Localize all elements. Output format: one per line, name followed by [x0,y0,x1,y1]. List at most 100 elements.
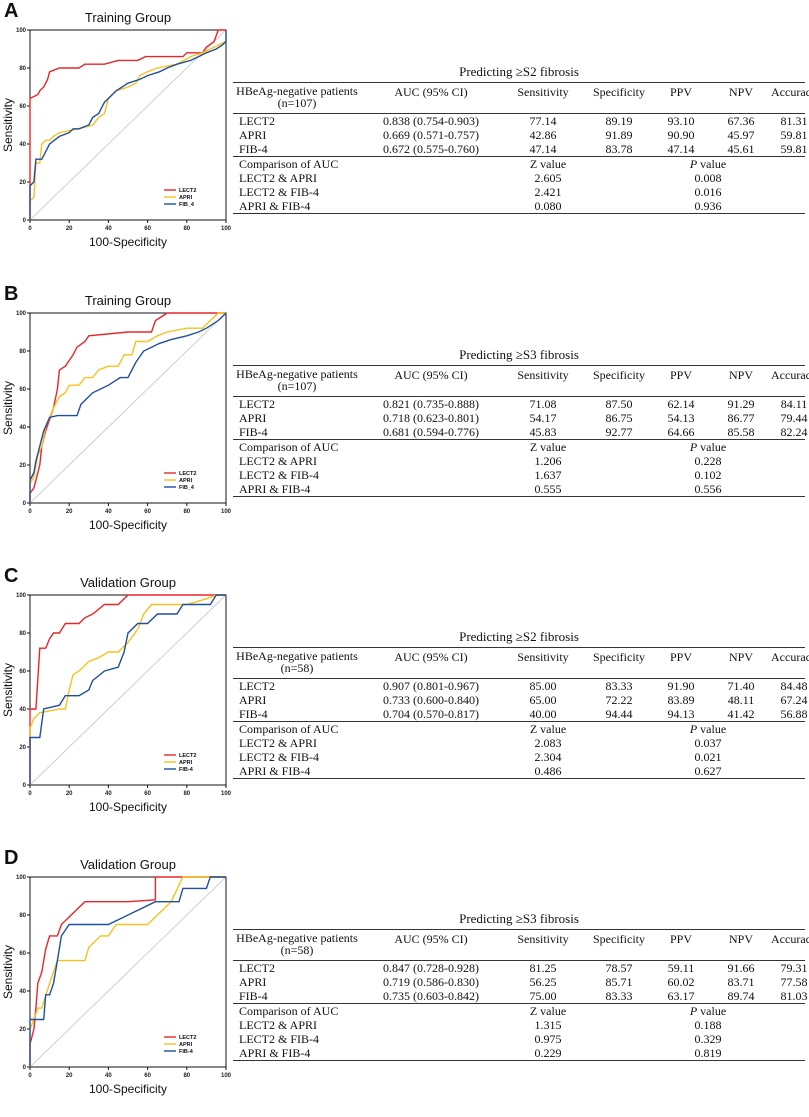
header-auc: AUC (95% CI) [394,368,468,382]
row-ppv: 59.11 [667,961,695,975]
row-sensitivity: 71.08 [529,397,557,411]
stats-table: Predicting ≥S3 fibrosis HBeAg-negative p… [233,909,809,1061]
reference-diagonal [29,312,227,504]
comparison-row: LECT2 & APRI 1.315 0.188 [233,1018,805,1032]
header-sensitivity: Sensitivity [517,932,569,946]
row-ppv: 47.14 [667,142,695,156]
comparison-pair: APRI & FIB-4 [239,199,311,213]
roc-curve-fib4 [29,30,227,220]
row-npv: 48.11 [727,693,755,707]
header-accuracy: Accuracy [771,368,809,382]
comparison-z: 1.206 [534,454,562,468]
row-sensitivity: 42.86 [529,128,557,142]
y-tick-label: 20 [19,463,26,469]
row-sensitivity: 47.14 [529,142,557,156]
comparison-z: 0.555 [534,482,562,496]
comparison-pair: LECT2 & APRI [239,736,318,750]
stats-table: Predicting ≥S3 fibrosis HBeAg-negative p… [233,345,809,497]
comparison-header-row: Comparison of AUC Z value P value [233,721,805,736]
x-tick-label: 20 [66,791,73,797]
comparison-z: 2.421 [534,185,562,199]
roc-curve-lect2 [29,594,226,785]
comparison-row: LECT2 & FIB-4 0.975 0.329 [233,1032,805,1046]
table-header-row: HBeAg-negative patients (n=58) AUC (95% C… [233,930,809,961]
z-header: Z value [529,722,567,736]
roc-curve-fib4 [29,876,226,1067]
x-tick-label: 60 [144,1073,151,1079]
comparison-label: Comparison of AUC [239,157,339,171]
row-specificity: 92.77 [605,425,633,439]
row-npv: 83.71 [727,975,755,989]
row-accuracy: 56.88 [780,707,808,721]
comparison-pair: LECT2 & APRI [239,171,318,185]
y-axis-label: Sensitivity [1,98,15,152]
table-caption: Predicting ≥S2 fibrosis [233,627,805,648]
row-auc: 0.672 (0.575-0.760) [383,142,479,156]
roc-curve-fib4 [29,594,226,785]
legend-label: FIB_4 [179,202,195,208]
header-n: (n=107) [277,96,317,110]
x-tick-label: 40 [105,226,112,232]
y-tick-label: 60 [19,669,26,675]
comparison-p: 0.021 [694,750,722,764]
z-header: Z value [529,440,567,454]
row-sensitivity: 75.00 [529,989,557,1003]
row-auc: 0.704 (0.570-0.817) [383,707,479,721]
row-npv: 71.40 [727,679,755,693]
row-accuracy: 59.81 [780,128,808,142]
comparison-row: LECT2 & APRI 2.083 0.037 [233,736,805,750]
figure-panel-a: A Training Group 0 0 20 20 40 40 60 60 80 80 100 100 1… [0,0,809,270]
header-n: (n=58) [280,661,314,675]
comparison-row: APRI & FIB-4 0.080 0.936 [233,199,805,214]
legend-label: APRI [179,1042,193,1048]
row-specificity: 86.75 [605,411,633,425]
row-marker: APRI [239,975,267,989]
y-tick-label: 100 [16,28,27,34]
p-header: P value [689,440,727,454]
header-accuracy: Accuracy [771,932,809,946]
header-auc: AUC (95% CI) [394,932,468,946]
p-header: P value [689,1004,727,1018]
row-npv: 89.74 [727,989,755,1003]
comparison-pair: APRI & FIB-4 [239,482,311,496]
comparison-p: 0.102 [694,468,722,482]
comparison-label: Comparison of AUC [239,440,339,454]
row-marker: FIB-4 [239,142,268,156]
x-tick-label: 60 [144,226,151,232]
header-accuracy: Accuracy [771,650,809,664]
roc-chart: 00 20 20 40 40 60 60 80 80 100 100 100-Specificity S… [1,311,232,532]
comparison-pair: LECT2 & FIB-4 [239,1032,319,1046]
row-sensitivity: 85.00 [529,679,557,693]
row-sensitivity: 40.00 [529,707,557,721]
legend-label: FIB-4 [179,1049,194,1055]
header-auc: AUC (95% CI) [394,85,468,99]
x-tick-label: 40 [105,1073,112,1079]
chart-title: Validation Group [80,857,176,872]
row-marker: FIB-4 [239,425,268,439]
row-accuracy: 81.03 [780,989,808,1003]
stats-table: Predicting ≥S2 fibrosis HBeAg-negative p… [233,627,809,779]
table-row: FIB-4 0.681 (0.594-0.776) 45.83 92.77 64… [233,425,808,439]
table-row: FIB-4 0.704 (0.570-0.817) 40.00 94.44 94… [233,707,808,721]
comparison-z: 2.304 [534,750,562,764]
comparison-z: 0.229 [534,1046,562,1060]
x-tick-label: 80 [183,509,190,515]
x-tick-label: 0 [28,791,32,797]
chart-title: Validation Group [80,575,176,590]
y-tick-label: 60 [19,387,26,393]
roc-curve-lect2 [29,29,226,220]
comparison-p: 0.016 [694,185,722,199]
x-tick-label: 20 [66,1073,73,1079]
legend-label: FIB-4 [179,767,194,773]
y-tick-label: 40 [19,707,26,713]
row-accuracy: 67.24 [780,693,808,707]
row-sensitivity: 77.14 [529,114,557,128]
comparison-row: LECT2 & FIB-4 2.304 0.021 [233,750,805,764]
chart-title: Training Group [84,10,172,25]
comparison-pair: APRI & FIB-4 [239,764,311,778]
legend-label: LECT2 [179,1035,196,1041]
row-auc: 0.719 (0.586-0.830) [383,975,479,989]
comparison-p: 0.627 [694,764,722,778]
y-tick-label: 80 [19,66,26,72]
y-axis-label: Sensitivity [1,945,15,999]
